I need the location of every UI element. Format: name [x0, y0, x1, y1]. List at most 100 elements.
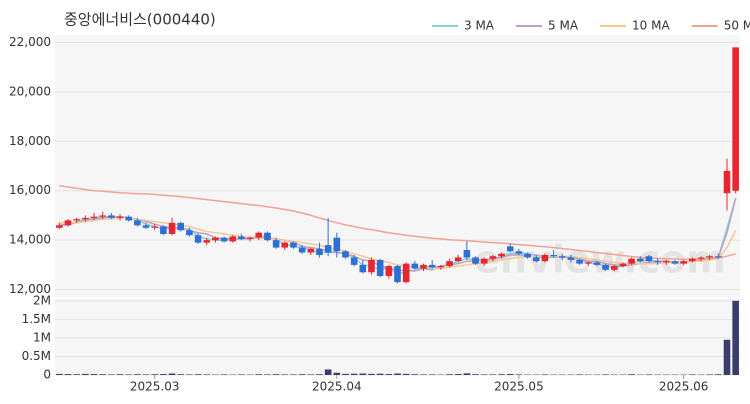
volume-bar — [316, 374, 323, 375]
candle-body — [386, 266, 393, 276]
volume-bar — [342, 374, 349, 375]
volume-bar — [290, 374, 297, 375]
x-tick-label: 2025.03 — [130, 380, 180, 394]
volume-bar — [264, 374, 271, 375]
volume-bar — [91, 374, 98, 375]
candle-body — [455, 257, 462, 261]
y-tick-label: 14,000 — [9, 233, 51, 247]
candle-body — [91, 217, 98, 218]
candle-body — [177, 223, 184, 230]
volume-bar — [490, 374, 497, 375]
candle-body — [403, 264, 410, 283]
candle-body — [377, 260, 384, 276]
legend-label: 5 MA — [548, 19, 579, 33]
candle-body — [394, 266, 401, 282]
candle-body — [663, 261, 670, 262]
candle-body — [429, 265, 436, 267]
candle-body — [550, 255, 557, 256]
volume-bar — [73, 374, 80, 375]
volume-bar — [732, 301, 739, 375]
candle-body — [195, 235, 202, 242]
candle-body — [99, 215, 106, 216]
candle-body — [602, 265, 609, 270]
candle-body — [82, 218, 89, 219]
volume-bar — [255, 374, 262, 375]
candle-body — [290, 243, 297, 248]
candle-body — [611, 266, 618, 270]
candle-body — [490, 256, 497, 258]
candle-body — [438, 266, 445, 267]
candle-body — [576, 260, 583, 264]
candle-body — [264, 233, 271, 240]
candle-body — [542, 255, 549, 261]
candle-body — [446, 261, 453, 266]
candle-body — [334, 238, 341, 252]
volume-bar — [160, 374, 167, 375]
candle-body — [125, 217, 132, 221]
volume-bar — [325, 369, 332, 375]
candle-body — [151, 227, 158, 228]
candle-body — [56, 225, 63, 227]
candle-body — [316, 249, 323, 255]
volume-bar — [238, 374, 245, 375]
candle-body — [169, 223, 176, 234]
volume-bar — [99, 374, 106, 375]
candle-body — [412, 264, 419, 269]
candle-body — [706, 256, 713, 257]
candle-body — [247, 238, 254, 239]
candle-body — [255, 233, 262, 238]
volume-bar — [360, 374, 367, 375]
candle-body — [307, 249, 314, 253]
x-tick-label: 2025.04 — [312, 380, 362, 394]
volume-bar — [177, 374, 184, 375]
candle-body — [221, 238, 228, 242]
volume-bar — [221, 374, 228, 375]
candle-body — [203, 240, 210, 242]
candle-body — [299, 248, 306, 253]
volume-bar — [706, 374, 713, 375]
y-tick-label: 18,000 — [9, 134, 51, 148]
candle-body — [117, 217, 124, 218]
candle-body — [351, 257, 358, 264]
candle-body — [368, 260, 375, 272]
candle-body — [134, 220, 141, 225]
candle-body — [689, 259, 696, 261]
volume-bar — [429, 374, 436, 375]
candle-body — [680, 261, 687, 263]
volume-panel — [55, 299, 740, 375]
volume-bar — [464, 373, 471, 375]
volume-bar — [628, 374, 635, 375]
candle-body — [498, 254, 505, 256]
volume-bar — [281, 374, 288, 375]
candle-body — [732, 47, 739, 190]
volume-bar — [169, 374, 176, 375]
volume-bar — [412, 374, 419, 375]
y-tick-label: 2M — [33, 293, 51, 307]
candle-body — [65, 220, 72, 225]
candle-body — [229, 236, 236, 241]
volume-bar — [203, 374, 210, 375]
candle-body — [186, 230, 193, 235]
volume-bar — [481, 374, 488, 375]
volume-bar — [65, 374, 72, 375]
candle-body — [481, 259, 488, 264]
volume-bar — [56, 374, 63, 375]
candle-body — [160, 227, 167, 234]
candle-body — [472, 257, 479, 263]
candle-body — [238, 236, 245, 238]
volume-bar — [108, 374, 115, 375]
volume-bar — [368, 374, 375, 375]
candle-body — [73, 219, 80, 220]
y-tick-label: 0 — [43, 368, 51, 382]
candle-body — [516, 251, 523, 253]
candle-body — [646, 256, 653, 261]
candle-body — [507, 246, 514, 251]
candle-body — [420, 265, 427, 269]
y-tick-label: 1M — [33, 330, 51, 344]
legend-label: 50 MA — [724, 19, 750, 33]
volume-bar — [472, 374, 479, 375]
x-tick-label: 2025.05 — [494, 380, 544, 394]
candle-body — [143, 225, 150, 227]
candle-body — [342, 251, 349, 257]
volume-bar — [394, 374, 401, 375]
